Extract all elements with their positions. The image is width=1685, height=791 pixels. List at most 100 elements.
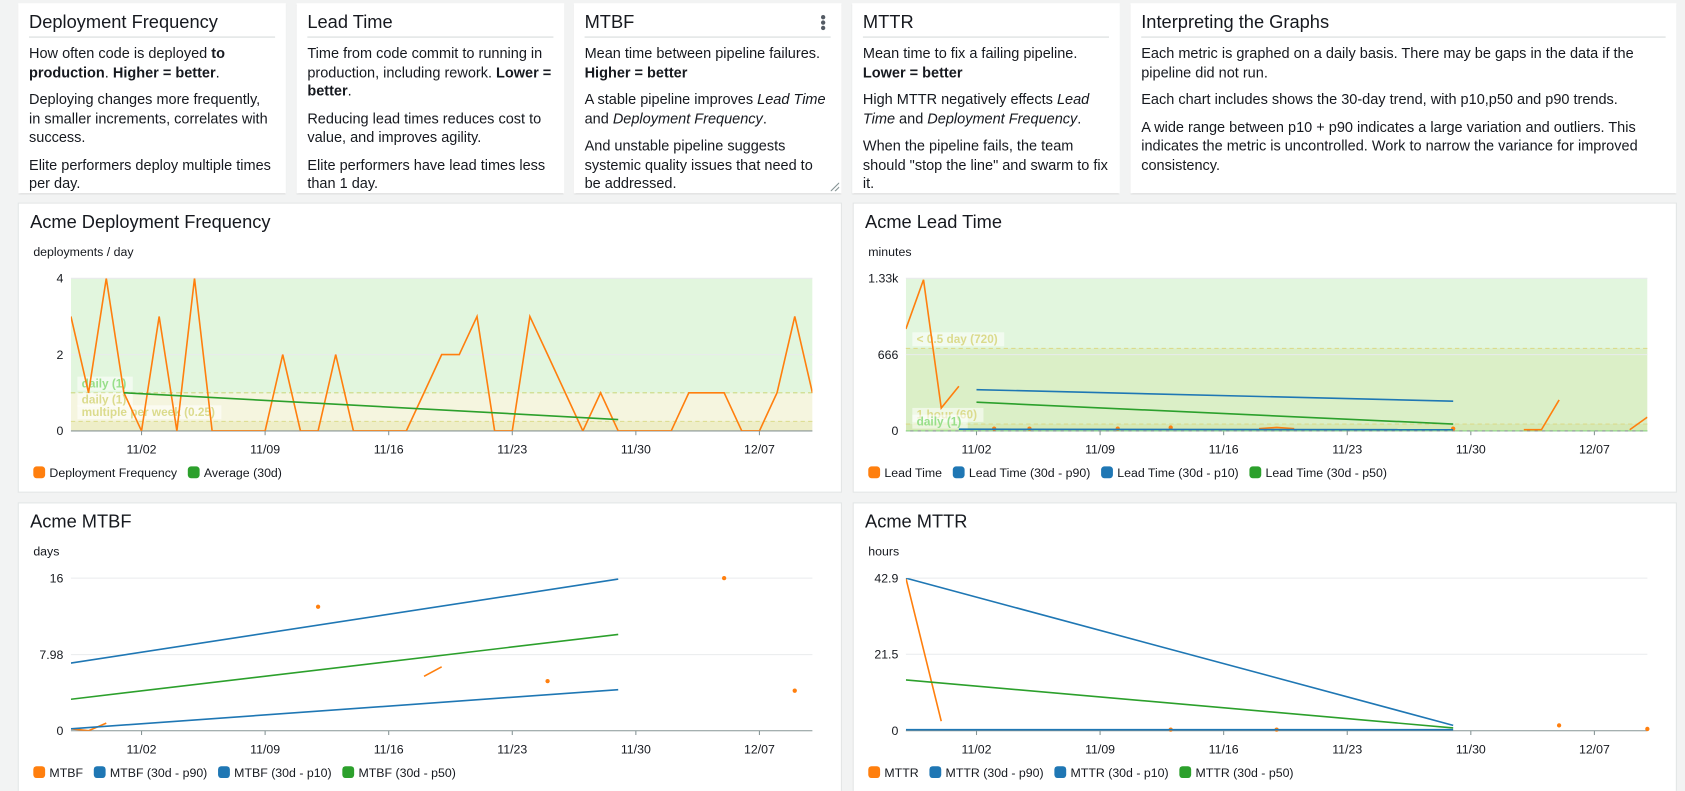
chart-panel: [17, 502, 842, 791]
legend-label: MTBF (30d - p10): [234, 766, 331, 780]
legend-label: MTTR (30d - p50): [1195, 766, 1293, 780]
text-run: Each metric is graphed on a daily basis.…: [1141, 45, 1634, 81]
legend-swatch: [952, 466, 965, 479]
bold-run: Lower = better: [307, 63, 552, 99]
legend-swatch: [868, 766, 881, 779]
paragraph: Each chart includes shows the 30-day tre…: [1141, 90, 1665, 109]
x-tick-label: 12/07: [1579, 442, 1610, 456]
menu-icon[interactable]: [820, 14, 826, 31]
annotation-label: multiple per week (0.25): [82, 405, 215, 419]
chart-panel: [17, 202, 842, 493]
chart: Acme MTTR hours 0 21.5 42.9 11/02 11/09 11/16 11…: [865, 511, 1650, 780]
text-run: Mean time between pipeline failures.: [584, 45, 821, 62]
legend-swatch: [1101, 466, 1113, 479]
legend-swatch: [33, 466, 46, 479]
text-run: .: [347, 82, 352, 99]
y-axis-label: minutes: [868, 245, 911, 259]
paragraph: Mean time to fix a failing pipeline. Low…: [863, 44, 1109, 82]
y-axis-label: days: [33, 545, 59, 559]
legend-label: MTBF (30d - p90): [110, 766, 207, 780]
bold-run: Higher = better: [112, 63, 216, 81]
series-line: [70, 578, 619, 664]
series-line: [423, 666, 443, 678]
paragraph: Time from code commit to running in prod…: [307, 44, 553, 100]
legend-label: Lead Time (30d - p50): [1266, 466, 1387, 480]
widget-title: MTBF: [584, 12, 831, 38]
legend-swatch: [1054, 766, 1067, 779]
text-run: .: [762, 110, 767, 127]
paragraph: Deploying changes more frequently, in sm…: [29, 90, 275, 146]
italic-run: Deployment Frequency: [612, 110, 763, 127]
text-run: Elite performers deploy multiple times p…: [29, 156, 271, 192]
legend-label: Deployment Frequency: [49, 466, 177, 480]
chart-panel: [852, 502, 1677, 791]
legend-swatch: [1179, 766, 1192, 779]
bold-run: to production: [29, 45, 225, 81]
series-line: [1523, 399, 1560, 431]
text-run: Each chart includes shows the 30-day tre…: [1141, 91, 1618, 108]
y-axis-label: deployments / day: [33, 245, 134, 259]
text-run: How often code is deployed: [29, 45, 212, 62]
y-tick-label: 4: [57, 272, 64, 286]
text-run: .: [104, 63, 113, 81]
chart: Acme MTBF days 0 7.98 16 11/02 11/09 11/16 11/23…: [30, 511, 813, 780]
x-tick-label: 11/16: [1209, 742, 1239, 756]
y-tick-label: 0: [57, 724, 64, 738]
series-line: [905, 679, 1454, 729]
x-tick-label: 11/23: [497, 442, 527, 456]
x-tick-label: 11/02: [962, 742, 992, 756]
text-run: and: [895, 110, 928, 127]
data-point: [1168, 425, 1173, 430]
series-line: [976, 388, 1454, 402]
legend-label: MTBF (30d - p50): [358, 766, 455, 780]
text-run: .: [1077, 110, 1082, 127]
resize-handle[interactable]: [830, 182, 840, 192]
annotation-fill: [70, 421, 813, 431]
y-tick-label: 7.98: [39, 648, 63, 662]
series-line: [123, 391, 619, 421]
x-tick-label: 11/30: [621, 742, 651, 756]
annotation-label-bg: [912, 332, 1005, 347]
legend-swatch: [1249, 466, 1262, 479]
x-tick-label: 11/23: [1332, 442, 1362, 456]
text-run: A wide range between p10 + p90 indicates…: [1141, 118, 1638, 173]
text-run: .: [215, 63, 220, 81]
text-run: Mean time to fix a failing pipeline.: [862, 45, 1078, 62]
y-tick-label: 0: [57, 424, 64, 438]
chart-title: Acme Lead Time: [865, 211, 1002, 232]
paragraph: Elite performers have lead times less th…: [307, 155, 553, 193]
series-line: [70, 278, 813, 431]
series-line: [905, 279, 960, 410]
legend-swatch: [868, 466, 881, 479]
legend-swatch: [929, 766, 942, 779]
paragraph: A stable pipeline improves Lead Time and…: [585, 90, 831, 128]
legend-label: Lead Time: [884, 466, 942, 480]
x-tick-label: 11/09: [250, 742, 280, 756]
text-run: and: [584, 110, 613, 127]
widget-title: MTTR: [862, 12, 1109, 38]
y-tick-label: 0: [891, 424, 898, 438]
data-point: [315, 604, 321, 609]
x-tick-label: 11/30: [1456, 442, 1486, 456]
x-tick-label: 11/16: [1209, 442, 1239, 456]
text-widget: Lead Time Time from code commit to runnin…: [296, 3, 565, 194]
annotation-label: daily (1): [82, 376, 127, 390]
series-line: [1258, 426, 1295, 430]
series-line: [70, 722, 107, 731]
bold-run: Lower = better: [862, 63, 963, 81]
x-tick-label: 12/07: [744, 442, 775, 456]
x-tick-label: 11/30: [1456, 742, 1486, 756]
legend-swatch: [342, 766, 355, 779]
text-run: Elite performers have lead times less th…: [307, 156, 546, 192]
series-line: [70, 688, 619, 730]
chart: Acme Deployment Frequency deployments / d…: [30, 211, 813, 480]
chart-title: Acme MTBF: [30, 511, 131, 532]
italic-run: Lead Time: [862, 91, 1090, 127]
series-line: [70, 633, 619, 701]
series-line: [1629, 416, 1648, 431]
x-tick-label: 11/16: [374, 742, 404, 756]
widget-title: Lead Time: [307, 12, 554, 38]
